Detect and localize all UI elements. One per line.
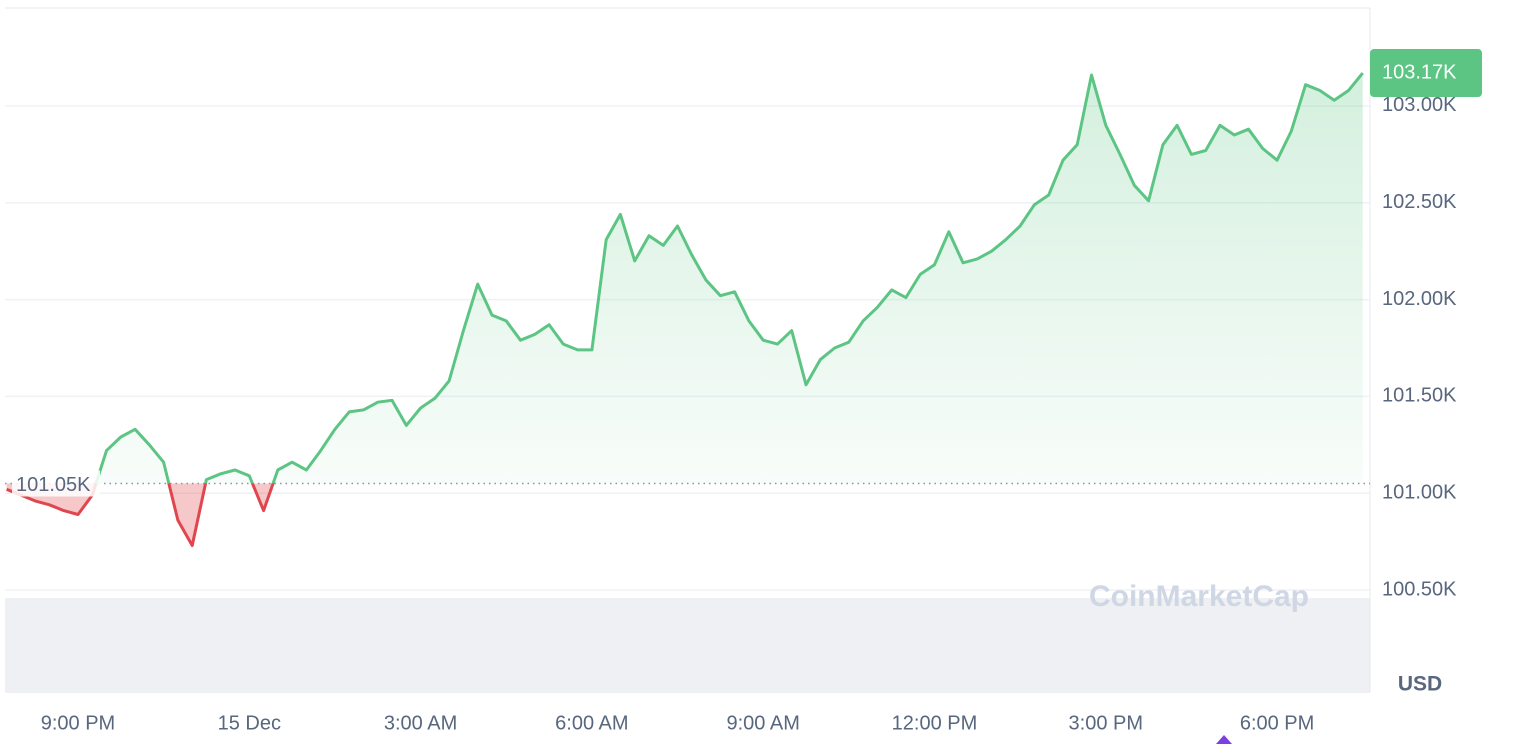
y-tick-label: 101.00K [1382,481,1457,503]
price-line [6,72,1364,547]
price-area [6,73,1363,546]
event-marker [1216,735,1232,744]
reference-label: 101.05K [16,474,91,496]
volume-area [5,598,1370,693]
x-tick-label: 3:00 PM [1069,712,1143,734]
y-axis-label: USD [1398,673,1442,696]
last-price-badge [1370,49,1482,98]
x-tick-label: 3:00 AM [384,712,457,734]
plot [5,72,1370,547]
y-tick-label: 100.50K [1382,578,1457,600]
y-tick-label: 103.00K [1382,94,1457,116]
watermark: CoinMarketCap [1089,580,1309,613]
y-tick-label: 102.50K [1382,191,1457,213]
x-tick-label: 12:00 PM [892,712,978,734]
x-tick-label: 9:00 PM [41,712,115,734]
y-tick-label: 102.00K [1382,288,1457,310]
x-tick-label: 9:00 AM [726,712,799,734]
reference-label-bg [12,470,100,497]
last-price-label: 103.17K [1382,61,1457,83]
x-tick-label: 6:00 PM [1240,712,1314,734]
x-tick-label: 15 Dec [218,712,281,734]
y-tick-label: 101.50K [1382,385,1457,407]
x-tick-label: 6:00 AM [555,712,628,734]
